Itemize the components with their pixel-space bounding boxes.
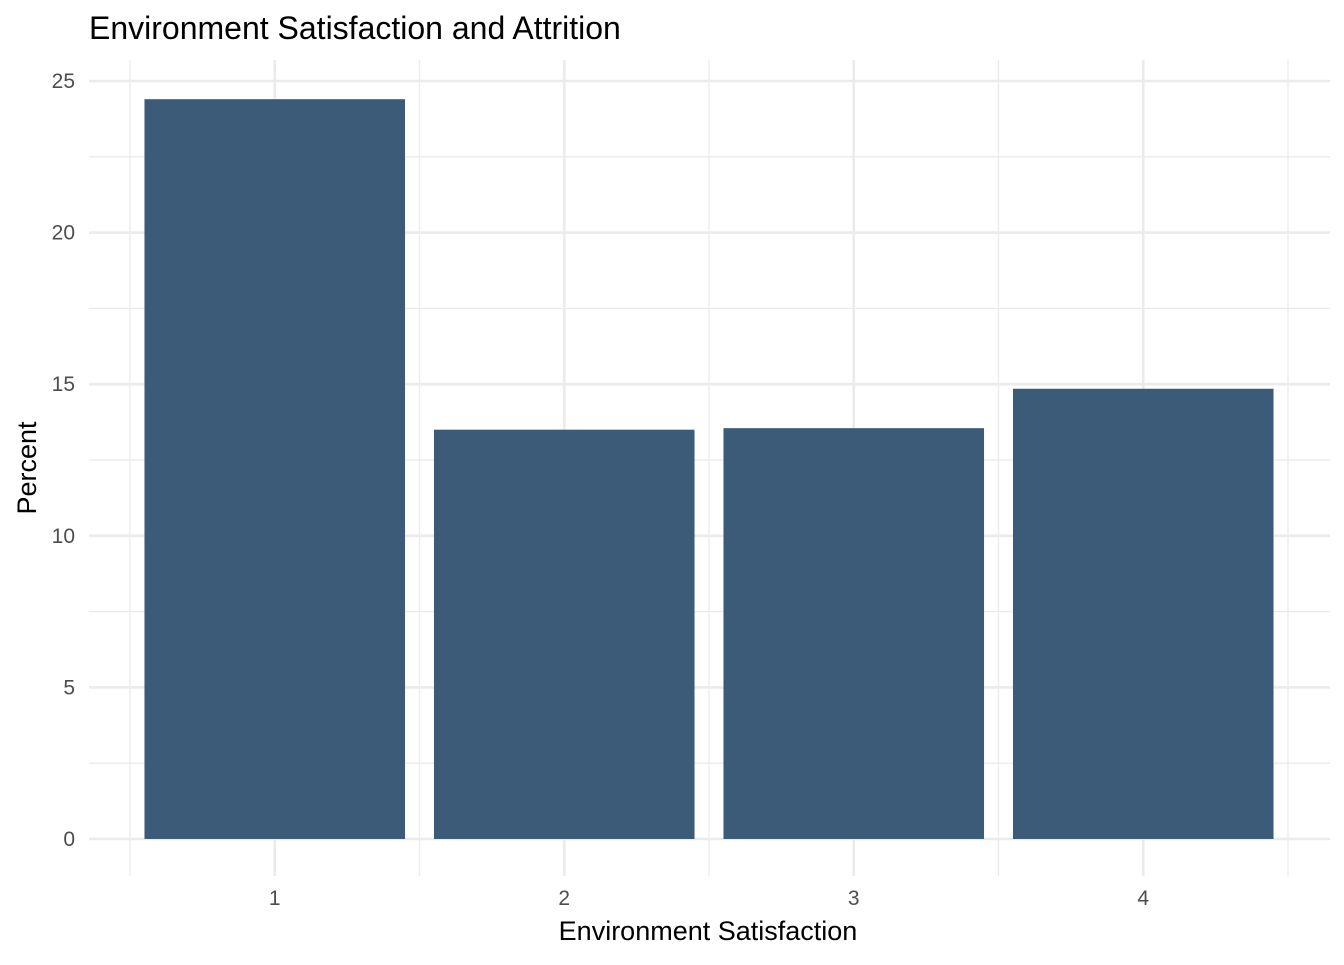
bars [144, 99, 1274, 839]
y-axis-title: Percent [12, 421, 42, 515]
y-tick-label: 15 [52, 373, 75, 396]
y-tick-label: 0 [63, 828, 75, 851]
y-tick-label: 10 [52, 525, 75, 548]
y-tick-label: 20 [52, 222, 75, 245]
x-tick-label: 1 [269, 887, 281, 910]
x-tick-label: 2 [558, 887, 570, 910]
y-axis-tick-labels: 0 5 10 15 20 25 [52, 70, 75, 851]
x-axis-tick-labels: 1 2 3 4 [269, 887, 1150, 910]
x-axis-title: Environment Satisfaction [559, 916, 858, 946]
bar-4 [1012, 388, 1274, 839]
chart-title: Environment Satisfaction and Attrition [89, 10, 621, 46]
bar-1 [144, 99, 406, 839]
bar-3 [723, 428, 985, 839]
bar-2 [433, 429, 695, 839]
y-tick-label: 25 [52, 70, 75, 93]
x-tick-label: 4 [1137, 887, 1149, 910]
y-tick-label: 5 [63, 676, 75, 699]
x-tick-label: 3 [848, 887, 860, 910]
